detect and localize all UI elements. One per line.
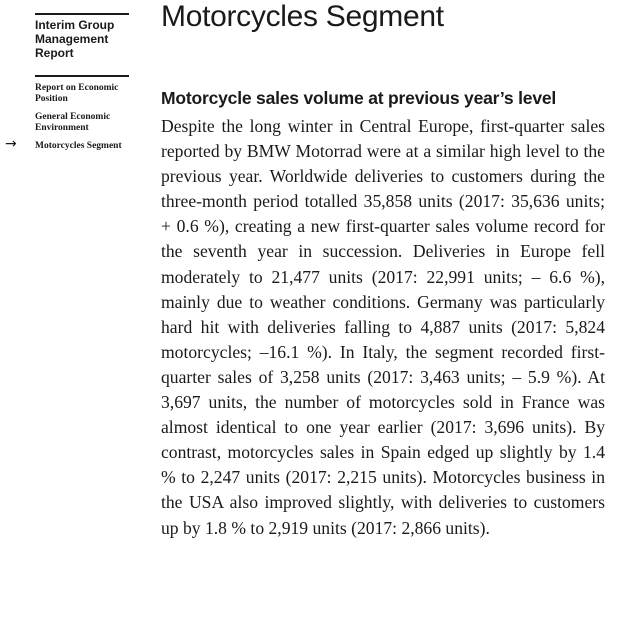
nav-item-economic-environment[interactable]: General Economic Environment (35, 112, 111, 133)
section-heading: Motorcycle sales volume at previous year… (161, 88, 557, 108)
nav-item-motorcycles-segment[interactable]: → Motorcycles Segment (5, 137, 145, 152)
report-title[interactable]: Interim Group Management Report (35, 18, 115, 60)
body-paragraph: Despite the long winter in Central Europ… (161, 116, 605, 538)
active-arrow-icon: → (5, 136, 17, 152)
sidebar-header: Interim Group Management Report (35, 18, 135, 60)
sidebar-divider (35, 75, 129, 77)
nav-item-economic-position[interactable]: Report on Economic Position (35, 83, 119, 104)
nav-item-label: Motorcycles Segment (35, 141, 122, 151)
sidebar-top-rule (35, 13, 129, 15)
sidebar-nav: Report on Economic Position General Econ… (5, 83, 145, 159)
page-title: Motorcycles Segment (161, 0, 444, 33)
